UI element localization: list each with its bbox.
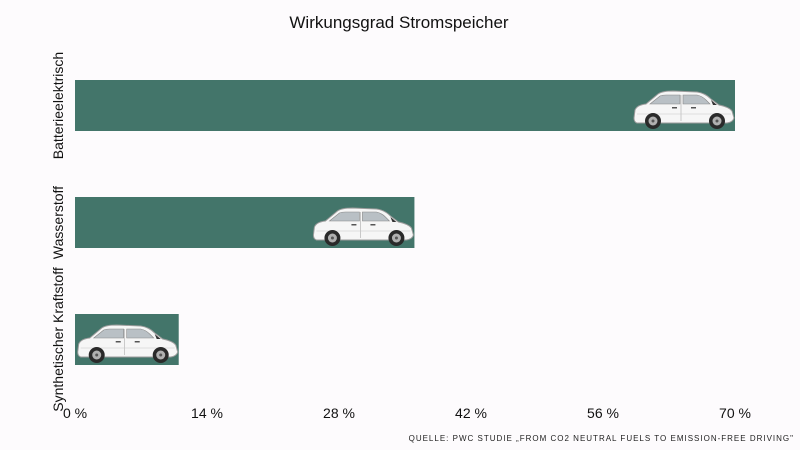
bar-batterieelektrisch [75, 80, 735, 131]
bars-layer [75, 80, 735, 365]
source-note: QUELLE: PWC STUDIE „FROM CO2 NEUTRAL FUE… [408, 434, 794, 443]
x-tick-label: 56 % [587, 405, 619, 421]
category-labels: Batterieelektrisch Wasserstoff Synthetisch… [50, 52, 66, 412]
category-label: Wasserstoff [50, 186, 66, 259]
x-tick-label: 70 % [719, 405, 751, 421]
x-tick-label: 42 % [455, 405, 487, 421]
x-tick-label: 14 % [191, 405, 223, 421]
category-label: Synthetischer Kraftstoff [50, 267, 66, 412]
x-tick-label: 28 % [323, 405, 355, 421]
x-tick-label: 0 % [63, 405, 87, 421]
category-label: Batterieelektrisch [50, 52, 66, 159]
chart-title: Wirkungsgrad Stromspeicher [289, 13, 509, 32]
x-axis-ticks: 0 % 14 % 28 % 42 % 56 % 70 % [63, 405, 751, 421]
